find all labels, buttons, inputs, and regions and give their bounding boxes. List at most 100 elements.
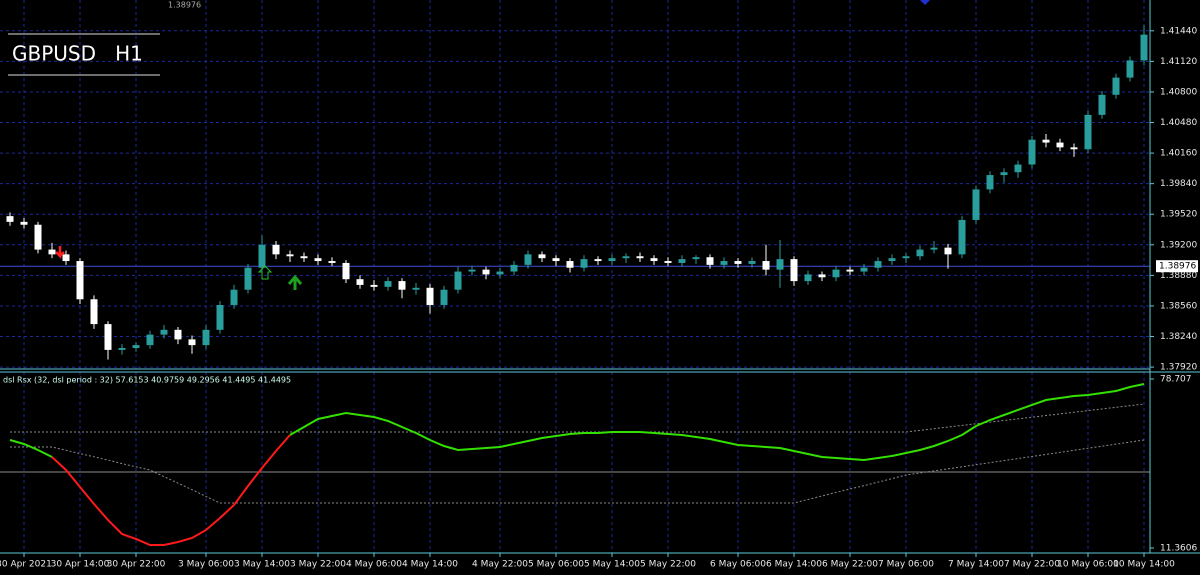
x-tick-label: 10 May 06:00 (1057, 560, 1119, 570)
candle-body (258, 244, 266, 268)
y-tick-label: 1.40480 (1160, 118, 1197, 128)
x-tick-label: 6 May 14:00 (766, 560, 822, 570)
x-tick-label: 3 May 06:00 (178, 560, 234, 570)
candle-body (552, 258, 560, 262)
candle-body (62, 254, 70, 262)
candle-body (888, 258, 896, 262)
candle-body (356, 279, 364, 285)
candle-body (328, 261, 336, 263)
marks (6, 25, 1148, 546)
candle-body (664, 261, 672, 263)
candle-body (622, 256, 630, 259)
candle-body (384, 281, 392, 287)
candle-body (986, 175, 994, 190)
candle-body (972, 189, 980, 220)
band-line (10, 403, 1145, 433)
candle-body (314, 258, 322, 262)
candle-body (608, 258, 616, 262)
x-tick-label: 4 May 06:00 (346, 560, 402, 570)
candle-body (1042, 139, 1050, 143)
candle-body (734, 261, 742, 264)
candle-body (594, 259, 602, 262)
candle-body (790, 259, 798, 282)
candle-body (706, 257, 714, 265)
rsx-line (9, 439, 53, 458)
indicator-title: dsl Rsx (32, dsl period : 32) 57.6153 40… (3, 376, 291, 385)
rsx-line (51, 434, 291, 546)
y-tick-label: 78.707 (1160, 375, 1192, 385)
candle-body (846, 269, 854, 272)
candle-body (76, 261, 84, 300)
candle-body (244, 267, 252, 290)
candle-body (398, 281, 406, 290)
y-tick-label: 11.3606 (1160, 544, 1197, 554)
x-tick-label: 30 Apr 22:00 (107, 560, 166, 570)
candle-body (692, 257, 700, 260)
candle-body (832, 269, 840, 278)
candle-body (370, 284, 378, 287)
y-tick-label: 1.39520 (1160, 210, 1197, 220)
candle-body (944, 247, 952, 255)
current-price-tag (1156, 260, 1198, 273)
candle-body (1014, 164, 1022, 173)
symbol-label: GBPUSD H1 (12, 42, 143, 66)
candle-body (286, 254, 294, 257)
candle-body (818, 274, 826, 278)
candle-body (104, 324, 112, 350)
candle-body (146, 334, 154, 346)
candle-body (636, 256, 644, 259)
x-tick-label: 7 May 14:00 (948, 560, 1004, 570)
candle-body (202, 329, 210, 346)
candle-body (580, 259, 588, 268)
x-tick-label: 6 May 22:00 (822, 560, 878, 570)
candle-body (1112, 77, 1120, 95)
candle-body (1140, 34, 1148, 61)
candle-body (454, 271, 462, 290)
marker (920, 0, 930, 5)
current-price-label: 1.38976 (1159, 262, 1196, 272)
y-tick-label: 1.39840 (1160, 179, 1197, 189)
band-line (10, 439, 1145, 504)
y-tick-label: 1.40800 (1160, 87, 1197, 97)
y-tick-label: 1.41440 (1160, 26, 1197, 36)
candle-body (1056, 142, 1064, 148)
candle-body (510, 264, 518, 272)
x-tick-label: 30 Apr 2021 (0, 560, 52, 570)
grid (0, 0, 1150, 553)
candle-body (34, 224, 42, 250)
candle-body (804, 274, 812, 282)
sell-arrow (55, 246, 65, 260)
x-tick-label: 4 May 14:00 (402, 560, 458, 570)
x-tick-label: 5 May 22:00 (640, 560, 696, 570)
candle-body (860, 267, 868, 272)
candle-body (874, 261, 882, 268)
x-tick-label: 4 May 22:00 (472, 560, 528, 570)
candle-body (230, 289, 238, 305)
x-tick-label: 6 May 06:00 (710, 560, 766, 570)
x-tick-label: 5 May 06:00 (528, 560, 584, 570)
candle-body (468, 269, 476, 272)
candle-body (6, 216, 14, 222)
candle-body (440, 289, 448, 305)
candle-body (748, 261, 756, 264)
candle-body (20, 221, 28, 225)
x-tick-label: 5 May 14:00 (584, 560, 640, 570)
candle-body (342, 262, 350, 280)
candle-body (174, 329, 182, 340)
rsx-line (289, 383, 1145, 462)
candle-body (678, 259, 686, 263)
candle-body (160, 329, 168, 335)
bid-label: 1.38976 (168, 1, 201, 10)
candle-body (930, 247, 938, 250)
buy-arrow (287, 274, 303, 290)
x-tick-label: 7 May 06:00 (878, 560, 934, 570)
y-tick-label: 1.38880 (1160, 271, 1197, 281)
candle-body (720, 261, 728, 265)
x-tick-label: 7 May 22:00 (1004, 560, 1060, 570)
x-tick-label: 3 May 14:00 (234, 560, 290, 570)
x-tick-label: 3 May 22:00 (290, 560, 346, 570)
x-tick-label: 30 Apr 14:00 (51, 560, 110, 570)
candle-body (496, 271, 504, 275)
y-tick-label: 1.39200 (1160, 240, 1197, 250)
